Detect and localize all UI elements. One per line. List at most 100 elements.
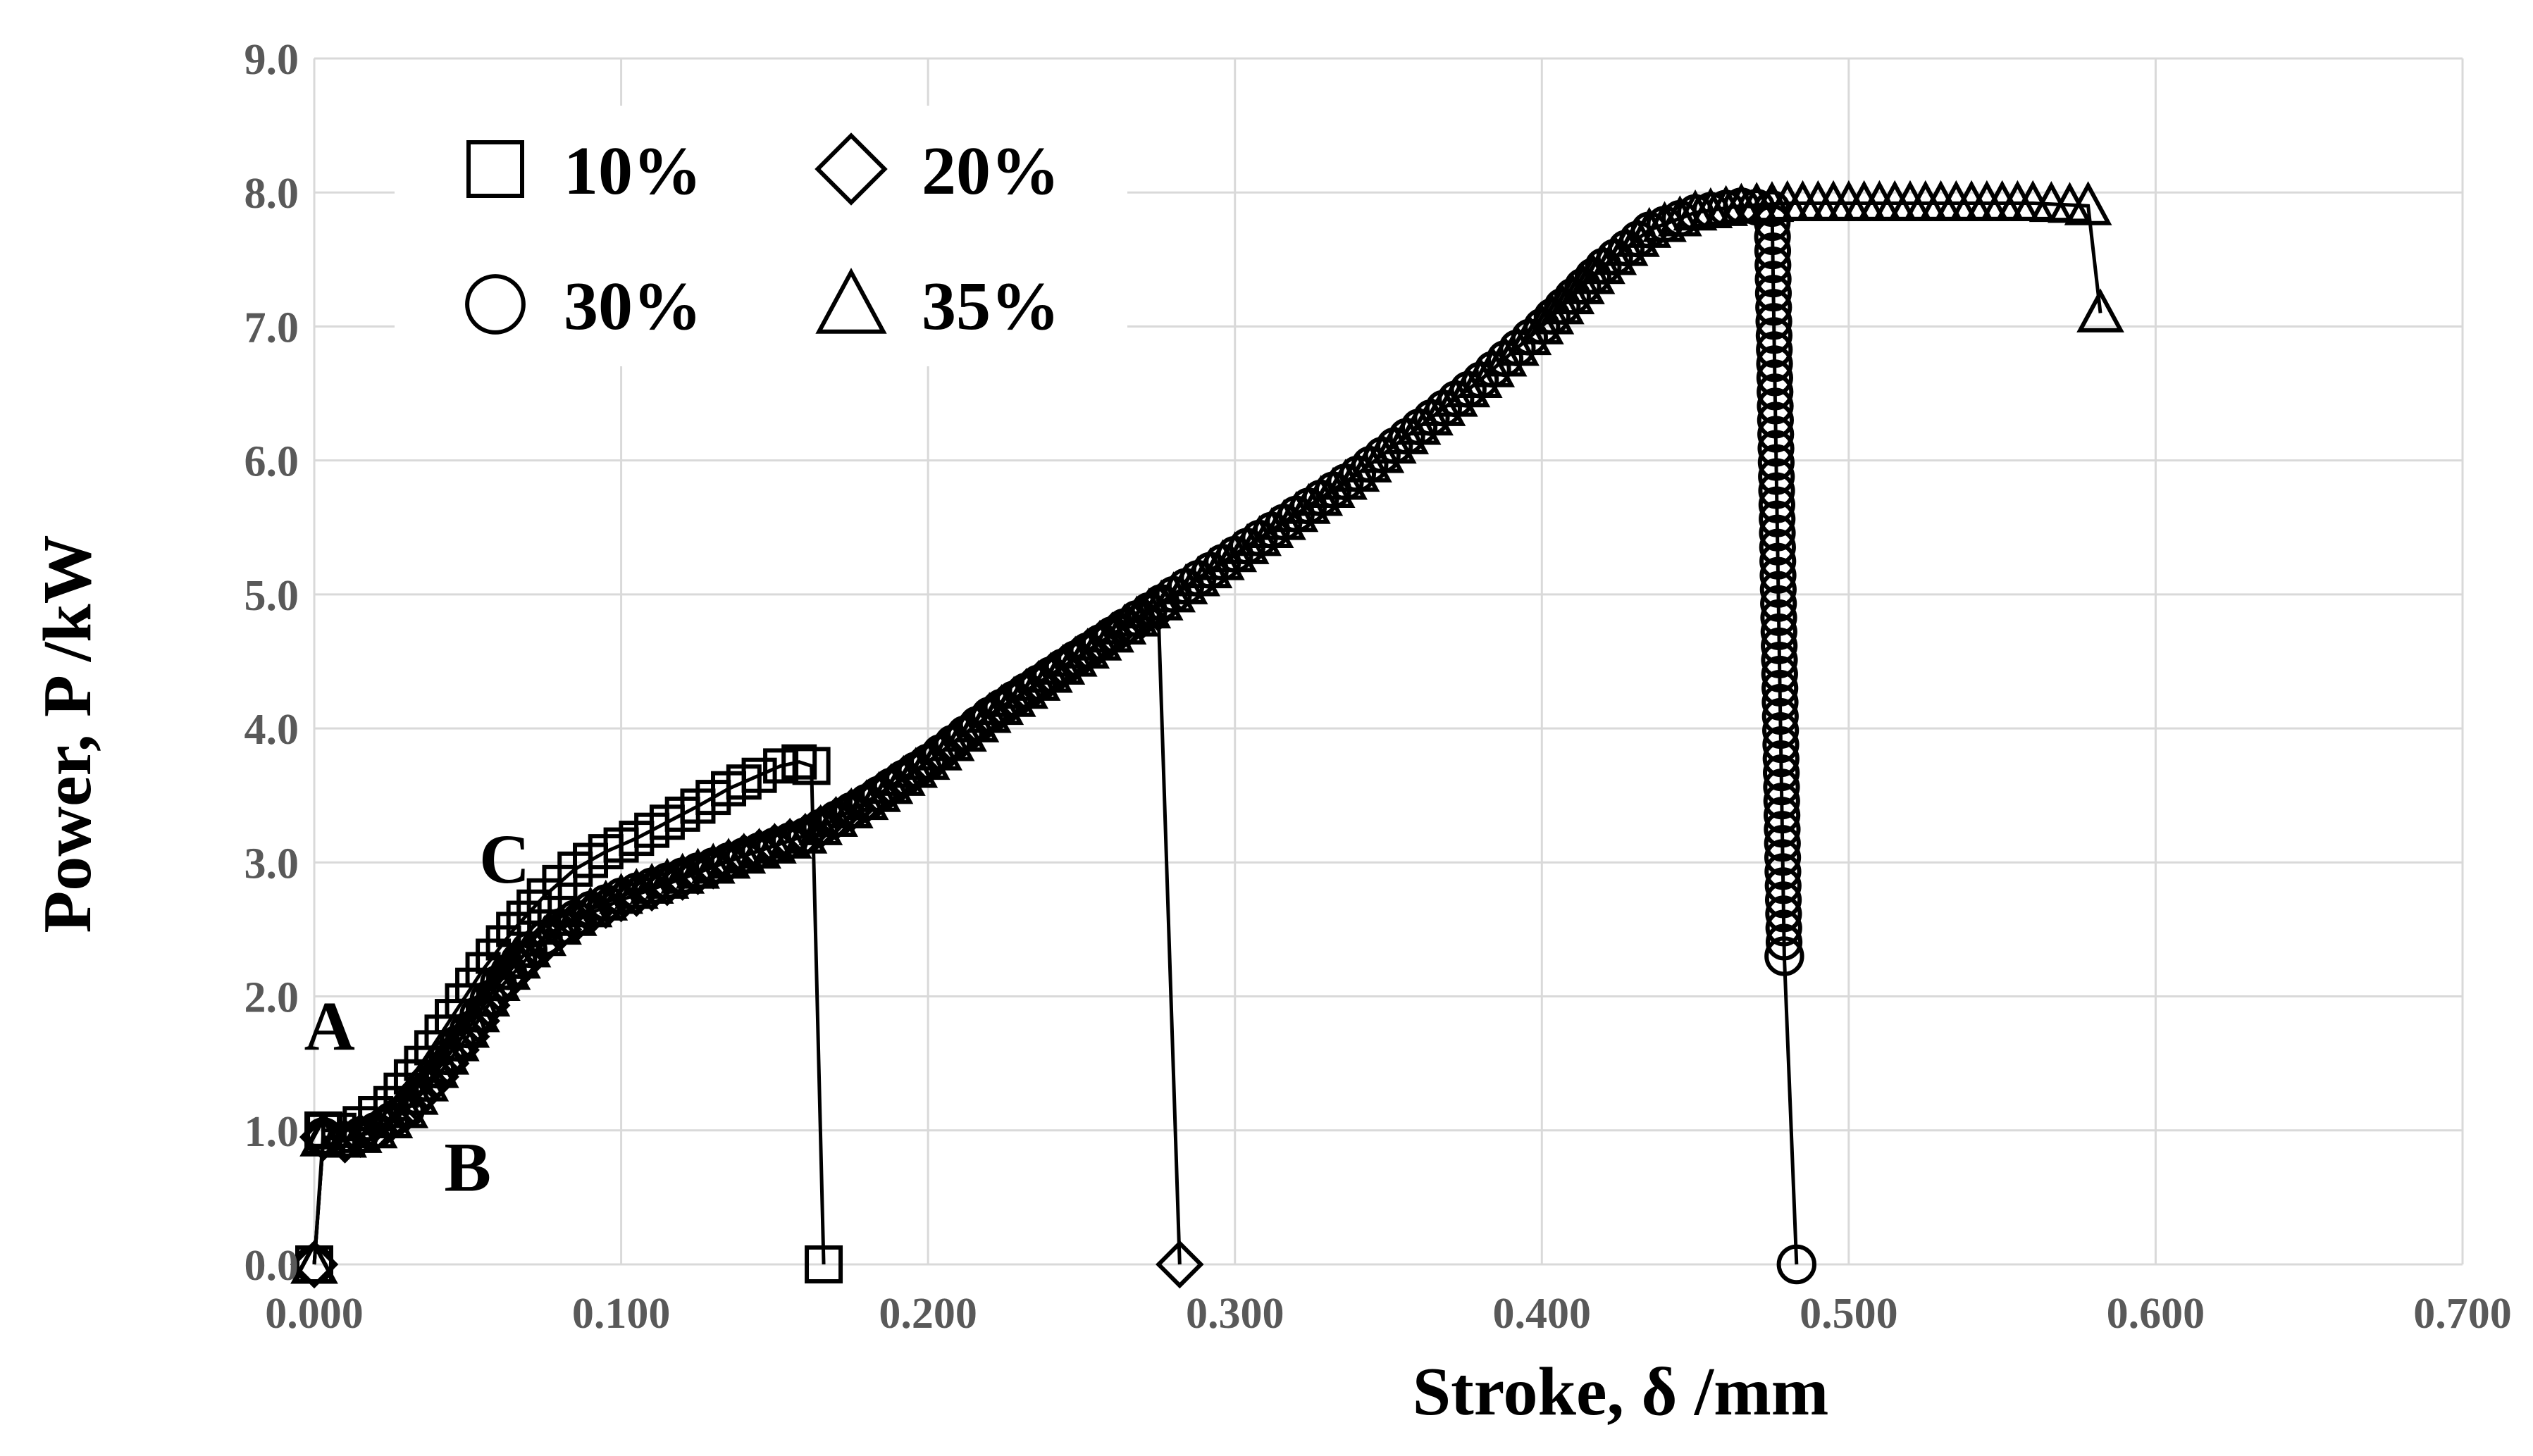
data-point bbox=[1760, 585, 1797, 622]
data-point bbox=[1673, 189, 1718, 231]
data-point bbox=[2064, 181, 2112, 225]
data-point bbox=[1458, 356, 1503, 398]
y-tick-label: 8.0 bbox=[244, 170, 299, 218]
legend-item-30: 30% bbox=[465, 268, 702, 344]
data-point bbox=[1754, 261, 1792, 298]
data-point bbox=[476, 959, 521, 1001]
data-point bbox=[299, 1112, 347, 1157]
data-point bbox=[645, 857, 690, 899]
legend-diamond-icon bbox=[815, 132, 888, 206]
annotation-b: B bbox=[444, 1128, 491, 1206]
data-point bbox=[1764, 853, 1802, 890]
data-point bbox=[1754, 232, 1792, 270]
data-point bbox=[1764, 867, 1802, 904]
data-point bbox=[814, 795, 858, 837]
legend-label-10: 10% bbox=[564, 133, 702, 209]
data-point bbox=[1704, 185, 1749, 226]
data-point bbox=[1530, 293, 1575, 335]
data-point bbox=[1657, 195, 1702, 237]
annotation-c: C bbox=[479, 820, 530, 898]
legend-label-30: 30% bbox=[564, 268, 702, 344]
x-tick-label: 0.000 bbox=[265, 1290, 364, 1338]
data-point bbox=[496, 938, 541, 979]
data-point bbox=[1757, 416, 1795, 453]
data-point bbox=[1756, 331, 1793, 368]
data-point bbox=[614, 868, 659, 909]
data-point bbox=[1776, 1244, 1817, 1285]
x-tick-label: 0.200 bbox=[879, 1290, 977, 1338]
data-point bbox=[1764, 839, 1802, 876]
data-point bbox=[1761, 669, 1799, 707]
data-point bbox=[568, 886, 613, 928]
data-point bbox=[1688, 187, 1733, 229]
data-point bbox=[404, 1060, 450, 1102]
series-35 bbox=[290, 180, 2124, 1284]
x-tick-label: 0.300 bbox=[1186, 1290, 1284, 1338]
data-point bbox=[1156, 1240, 1204, 1289]
series-group bbox=[290, 180, 2124, 1289]
data-point bbox=[783, 812, 828, 854]
data-point bbox=[538, 903, 582, 945]
data-point bbox=[1759, 571, 1797, 608]
data-point bbox=[1762, 726, 1800, 764]
data-point bbox=[1540, 283, 1585, 325]
data-point bbox=[1764, 825, 1801, 862]
data-point bbox=[337, 1112, 383, 1153]
data-point bbox=[1757, 387, 1794, 425]
legend-item-20: 20% bbox=[815, 132, 1060, 209]
data-point bbox=[1761, 683, 1799, 721]
data-point bbox=[690, 842, 736, 884]
data-point bbox=[1762, 711, 1800, 749]
data-point bbox=[1446, 366, 1491, 408]
data-point bbox=[1761, 627, 1798, 664]
data-point bbox=[394, 1074, 439, 1115]
annotations: A B C bbox=[304, 820, 530, 1207]
data-point bbox=[1764, 936, 1804, 976]
data-point bbox=[369, 1097, 414, 1138]
data-point bbox=[721, 833, 767, 874]
data-point bbox=[1765, 909, 1802, 947]
data-point bbox=[425, 1033, 470, 1075]
x-tick-label: 0.600 bbox=[2107, 1290, 2205, 1338]
data-point bbox=[1560, 263, 1605, 304]
annotation-a: A bbox=[304, 988, 355, 1066]
data-point bbox=[660, 852, 705, 894]
legend-circle-icon bbox=[465, 274, 526, 335]
data-point bbox=[599, 873, 644, 914]
data-point bbox=[798, 804, 843, 845]
data-point bbox=[1757, 430, 1795, 467]
data-point bbox=[486, 948, 531, 990]
legend-item-35: 35% bbox=[815, 268, 1060, 344]
data-point bbox=[1759, 500, 1796, 537]
data-point bbox=[1754, 247, 1792, 284]
data-point bbox=[1759, 556, 1797, 594]
x-axis-title: Stroke, δ /mm bbox=[1413, 1354, 1829, 1430]
data-point bbox=[741, 757, 777, 793]
y-tick-label: 7.0 bbox=[244, 304, 299, 351]
x-tick-label: 0.400 bbox=[1493, 1290, 1592, 1338]
data-point bbox=[1470, 346, 1516, 387]
data-point bbox=[384, 1087, 429, 1128]
data-point bbox=[1755, 317, 1793, 354]
data-point bbox=[1755, 303, 1792, 340]
data-point bbox=[516, 889, 552, 925]
data-point bbox=[1764, 881, 1802, 919]
legend-item-10: 10% bbox=[466, 133, 702, 209]
y-axis-title: Power, P /kW bbox=[30, 535, 106, 933]
data-point bbox=[737, 827, 782, 869]
y-tick-label: 9.0 bbox=[244, 36, 299, 84]
legend-marker bbox=[815, 268, 887, 334]
data-point bbox=[767, 817, 812, 859]
data-point bbox=[1761, 655, 1798, 693]
axes: 0.0 1.0 2.0 3.0 4.0 5.0 6.0 7.0 8.0 9.0 0.000 0.100… bbox=[244, 36, 2512, 1338]
legend-marker bbox=[466, 140, 524, 198]
data-point bbox=[629, 862, 674, 904]
data-point bbox=[1519, 303, 1564, 344]
data-point bbox=[1762, 740, 1800, 778]
data-point bbox=[752, 822, 797, 864]
data-point bbox=[1550, 273, 1595, 315]
data-point bbox=[1765, 895, 1802, 933]
data-point bbox=[1763, 769, 1800, 806]
